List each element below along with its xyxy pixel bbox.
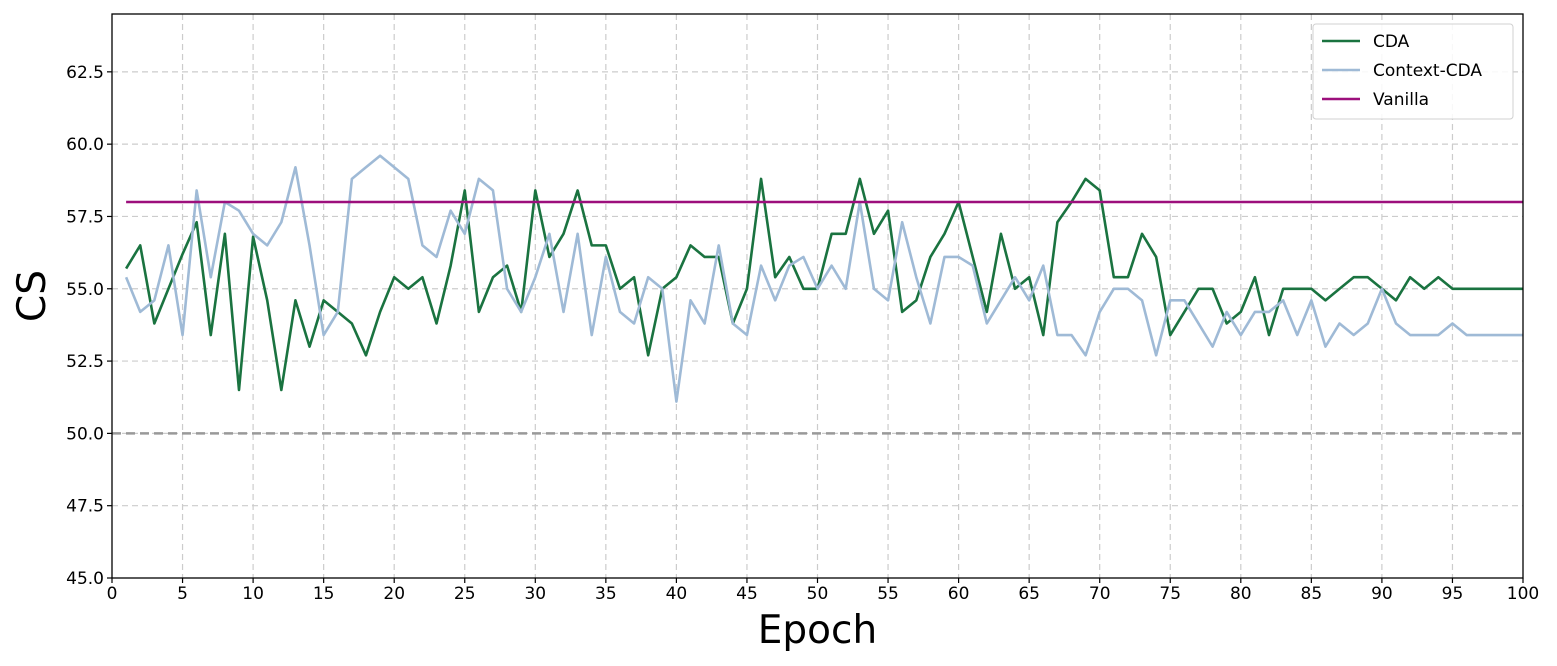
x-tick-label: 70 (1089, 584, 1111, 604)
series-lines (124, 154, 1523, 403)
y-tick-label: 50.0 (66, 424, 104, 444)
x-tick-label: 35 (595, 584, 617, 604)
y-tick-label: 60.0 (66, 135, 104, 155)
legend-label-vanilla: Vanilla (1373, 90, 1429, 110)
y-axis-title: CS (10, 270, 55, 322)
x-tick-label: 65 (1018, 584, 1040, 604)
x-tick-label: 55 (877, 584, 899, 604)
series-line-context-cda (124, 154, 1523, 403)
x-tick-label: 30 (524, 584, 546, 604)
y-axis-ticks: 45.0 47.5 50.0 52.5 55.0 57.5 60.0 62.5 (66, 63, 112, 589)
x-axis-title: Epoch (758, 608, 877, 653)
x-tick-label: 85 (1301, 584, 1323, 604)
legend-label-cda: CDA (1373, 32, 1410, 52)
x-tick-label: 90 (1371, 584, 1393, 604)
y-tick-label: 62.5 (66, 63, 104, 83)
x-tick-label: 25 (454, 584, 476, 604)
x-tick-label: 40 (666, 584, 688, 604)
legend-label-context-cda: Context-CDA (1373, 61, 1482, 81)
y-tick-label: 55.0 (66, 280, 104, 300)
x-tick-label: 15 (313, 584, 335, 604)
x-tick-label: 0 (107, 584, 118, 604)
x-tick-label: 10 (242, 584, 264, 604)
x-tick-label: 20 (383, 584, 405, 604)
x-tick-label: 80 (1230, 584, 1252, 604)
y-tick-label: 47.5 (66, 497, 104, 517)
x-tick-label: 60 (948, 584, 970, 604)
y-tick-label: 57.5 (66, 207, 104, 227)
y-tick-label: 45.0 (66, 569, 104, 589)
y-tick-label: 52.5 (66, 352, 104, 372)
series-line-cda (125, 177, 1523, 392)
x-tick-label: 100 (1507, 584, 1539, 604)
x-tick-label: 50 (807, 584, 829, 604)
x-tick-label: 5 (177, 584, 188, 604)
legend-box (1312, 23, 1514, 120)
x-tick-label: 95 (1442, 584, 1464, 604)
x-tick-label: 75 (1159, 584, 1181, 604)
x-axis-ticks: 0 5 10 15 20 25 30 35 40 45 50 55 60 65 70 75 80 85 90 95 10… (107, 578, 1539, 604)
legend: CDA Context-CDA Vanilla (1312, 23, 1514, 120)
x-tick-label: 45 (736, 584, 758, 604)
